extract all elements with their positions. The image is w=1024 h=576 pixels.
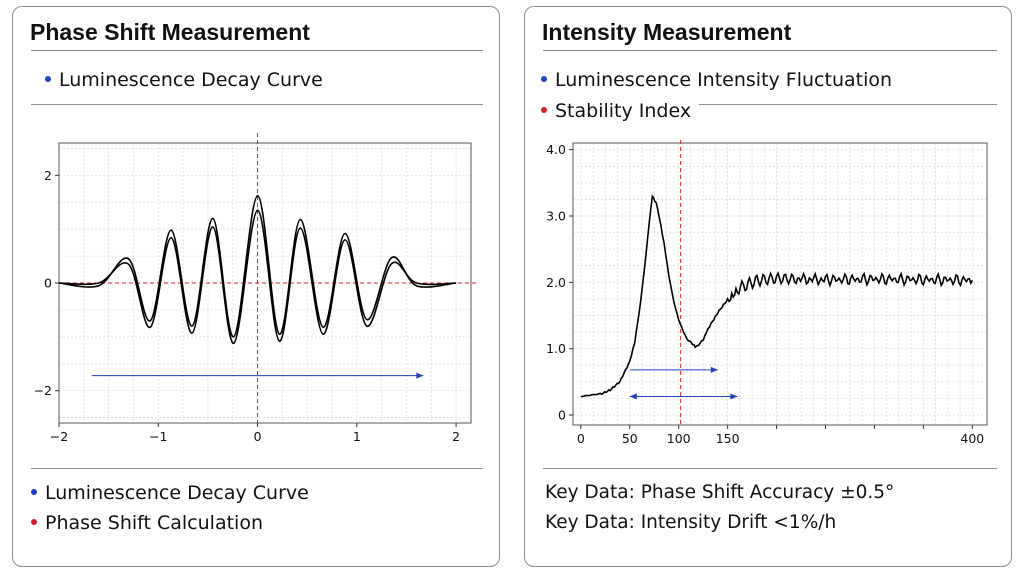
- phase-shift-title: Phase Shift Measurement: [30, 19, 310, 45]
- phase-shift-chart: −2 −1 0 1 2 −2 0 2: [34, 133, 479, 444]
- phase-shift-panel: Phase Shift Measurement Luminescence Dec…: [12, 6, 500, 567]
- red-dot-icon: [541, 106, 547, 113]
- intensity-chart-y-tick-label: 1.0: [546, 341, 566, 356]
- legend-item-intensity-fluctuation: Luminescence Intensity Fluctuation: [541, 68, 892, 92]
- legend-label: Luminescence Decay Curve: [59, 69, 323, 91]
- intensity-chart-x-tick-label: 0: [577, 431, 585, 446]
- legend-item-decay-curve: Luminescence Decay Curve: [45, 68, 323, 92]
- intensity-chart-y-tick-label: 3.0: [546, 208, 566, 223]
- legend-label: Stability Index: [555, 100, 692, 122]
- key-data-phase-accuracy: Key Data: Phase Shift Accuracy ±0.5°: [545, 482, 895, 503]
- key-data-intensity-drift: Key Data: Intensity Drift <1%/h: [545, 512, 837, 533]
- phase-chart-y-tick-label: −2: [34, 383, 52, 398]
- intensity-panel: Intensity Measurement Luminescence Inten…: [524, 6, 1012, 567]
- intensity-chart-y-tick-label: 2.0: [546, 275, 566, 290]
- intensity-chart-arrow-head: [629, 393, 637, 400]
- intensity-chart-x-tick-label: 50: [622, 431, 638, 446]
- phase-chart-x-tick-label: 0: [254, 429, 262, 444]
- legend-divider: [31, 104, 483, 105]
- intensity-chart-arrow-head: [730, 393, 738, 400]
- legend-label: Phase Shift Calculation: [45, 512, 263, 534]
- intensity-chart-x-tick-label: 150: [716, 431, 740, 446]
- phase-chart-arrow-head: [416, 372, 424, 379]
- intensity-chart-x-tick-label: 100: [667, 431, 691, 446]
- phase-chart-y-tick-label: 2: [44, 168, 52, 183]
- legend-label: Luminescence Intensity Fluctuation: [555, 69, 893, 91]
- phase-chart-series-line: [58, 194, 457, 338]
- phase-chart-x-tick-label: 1: [353, 429, 361, 444]
- red-dot-icon: [31, 518, 37, 525]
- blue-dot-icon: [31, 488, 37, 495]
- phase-chart-y-tick-label: 0: [44, 276, 52, 291]
- intensity-chart-y-tick-label: 4.0: [546, 142, 566, 157]
- blue-dot-icon: [541, 75, 547, 82]
- legend-label: Luminescence Decay Curve: [45, 482, 309, 504]
- phase-chart-x-tick-label: −2: [50, 429, 68, 444]
- intensity-chart-series-line: [580, 194, 974, 398]
- title-divider: [543, 50, 997, 51]
- intensity-chart-plot-frame: [572, 142, 988, 426]
- intensity-chart-arrow-head: [710, 366, 718, 373]
- phase-chart-x-tick-label: 2: [452, 429, 460, 444]
- phase-chart-x-tick-label: −1: [149, 429, 167, 444]
- bottom-divider: [31, 468, 483, 469]
- bottom-legend-phase-shift: Phase Shift Calculation: [31, 511, 263, 535]
- blue-dot-icon: [45, 75, 51, 82]
- legend-divider: [699, 104, 997, 105]
- title-divider: [31, 50, 483, 51]
- bottom-divider: [543, 468, 997, 469]
- phase-chart-series-line: [58, 209, 457, 345]
- legend-item-stability-index: Stability Index: [541, 99, 691, 123]
- intensity-chart-y-tick-label: 0: [558, 408, 566, 423]
- intensity-chart: 0 50 100 150 400 0 1.0 2.0 3.0 4.0: [546, 137, 988, 446]
- intensity-title: Intensity Measurement: [542, 19, 792, 45]
- intensity-chart-x-tick-label: 400: [960, 431, 984, 446]
- bottom-legend-decay-curve: Luminescence Decay Curve: [31, 481, 309, 505]
